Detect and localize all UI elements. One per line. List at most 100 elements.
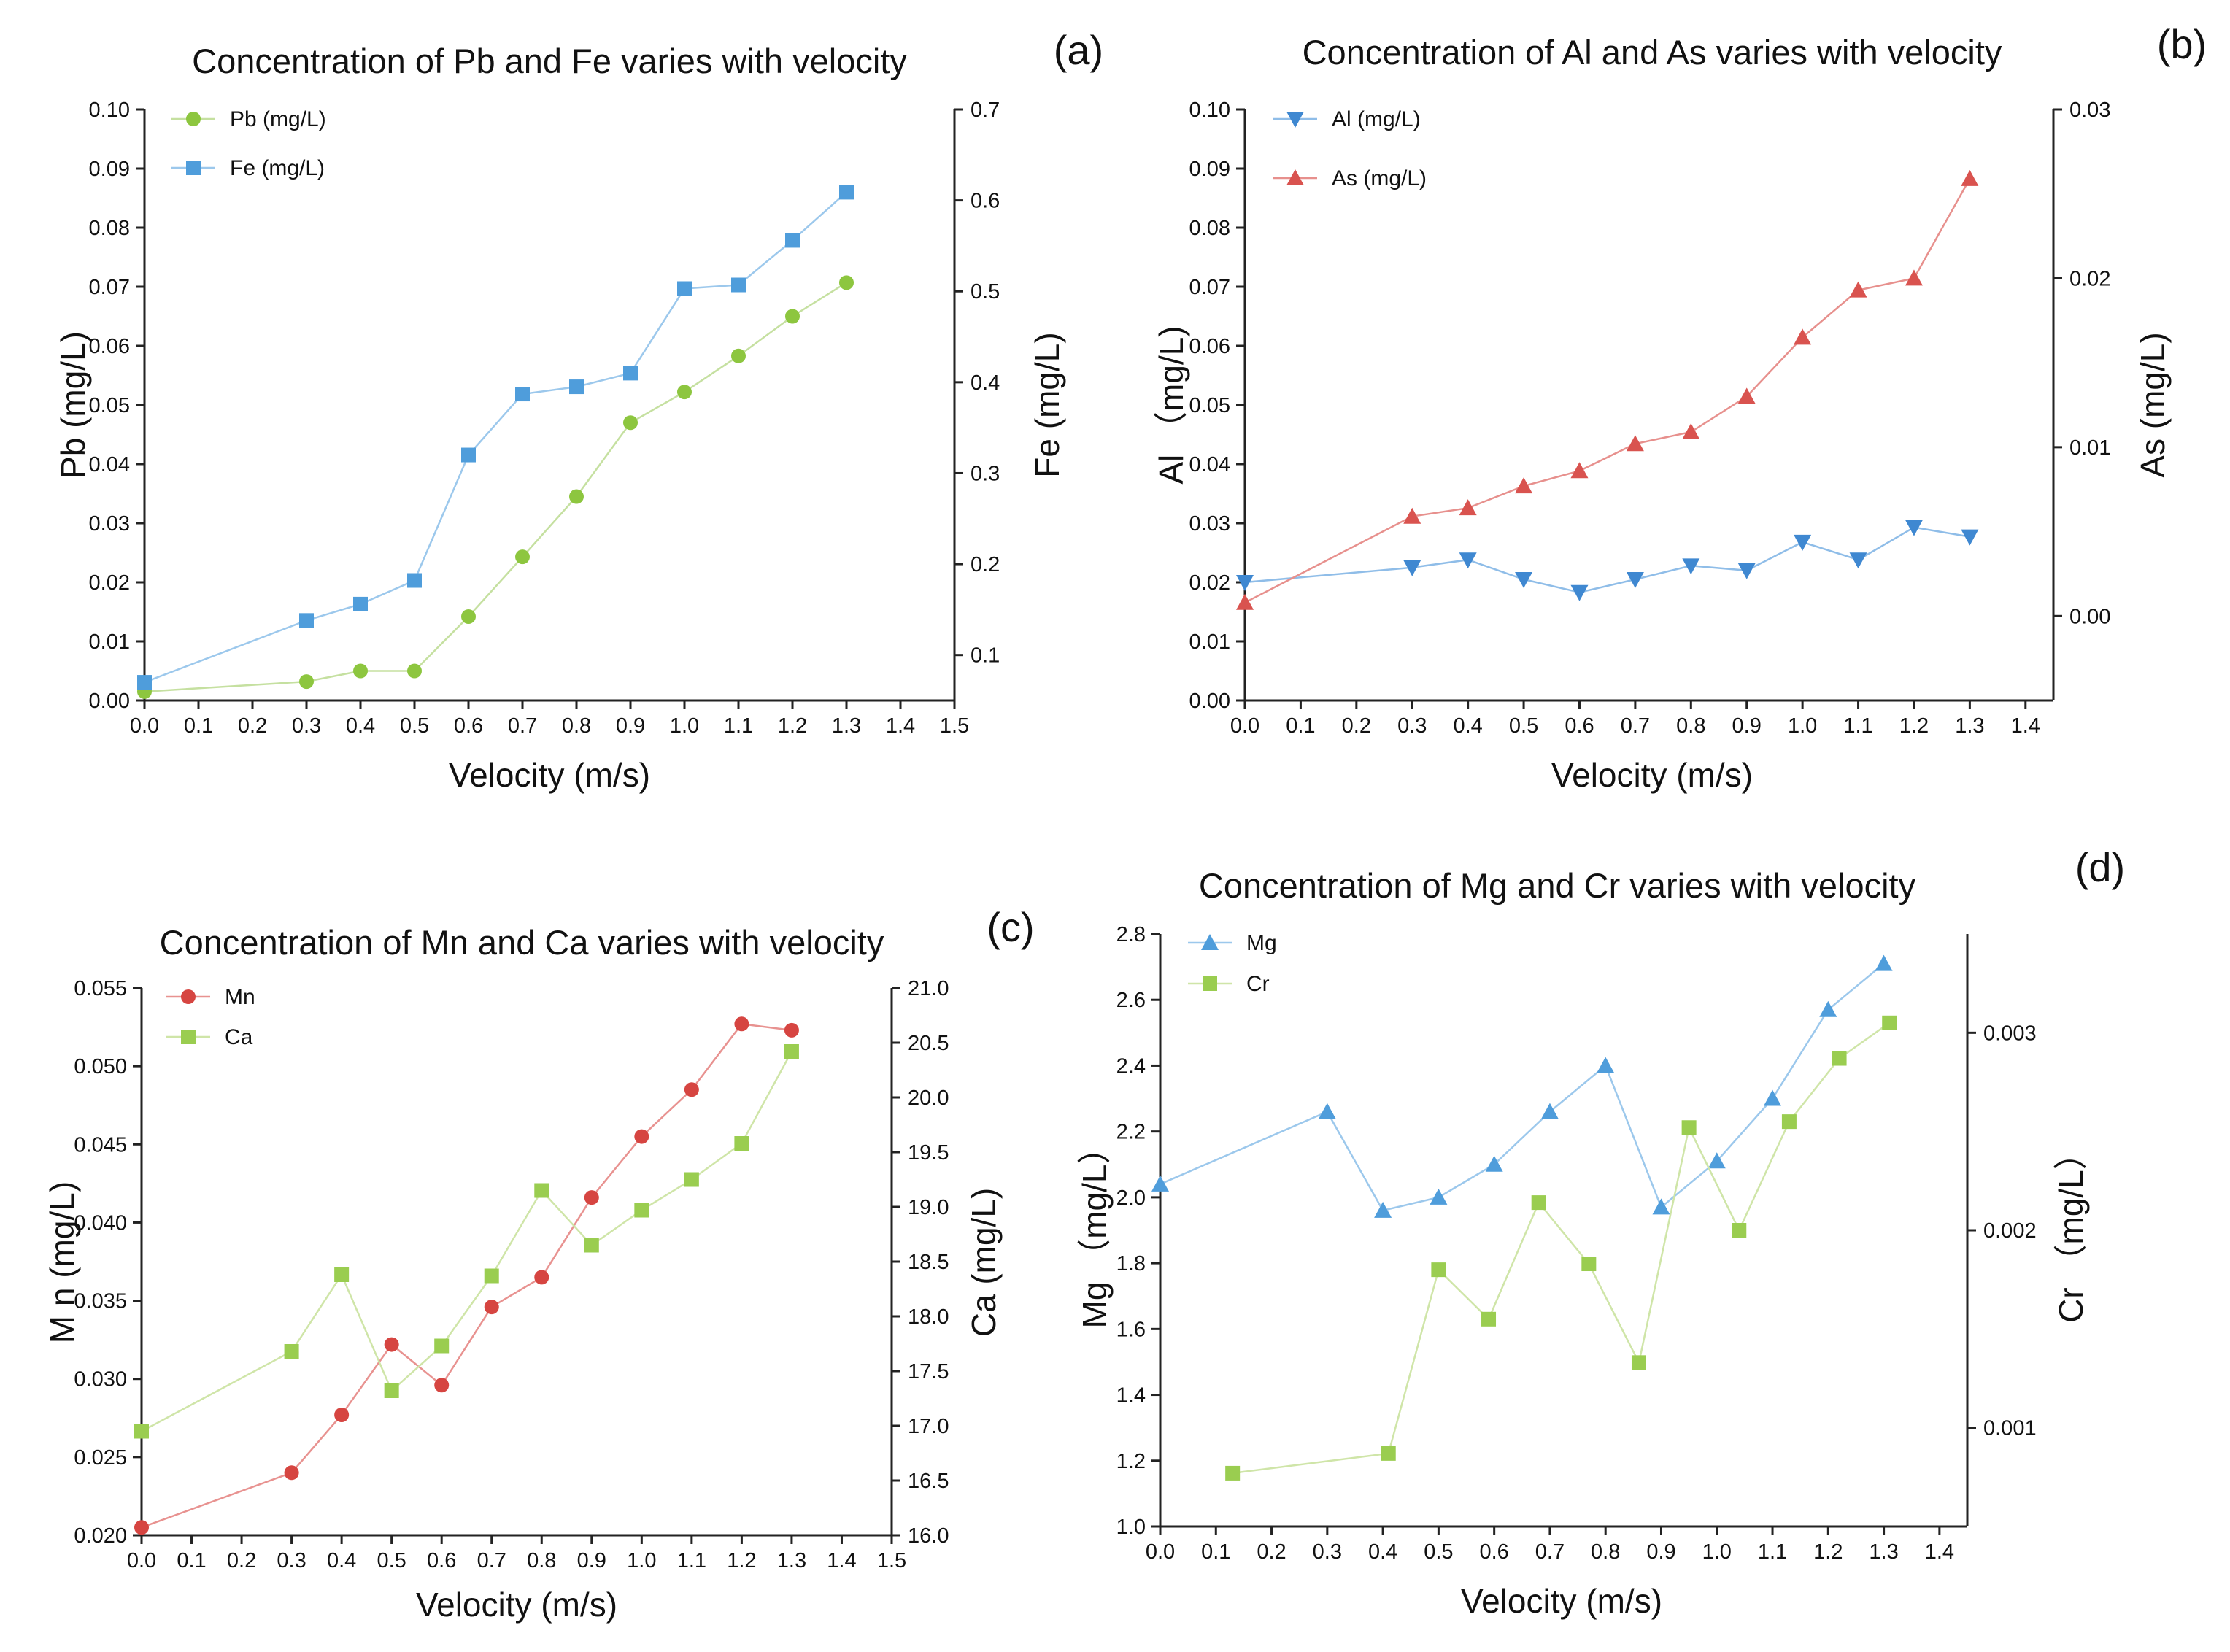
x-tick-label: 1.5 bbox=[940, 714, 969, 738]
x-tick-label: 0.4 bbox=[1453, 714, 1482, 738]
x-axis-label: Velocity (m/s) bbox=[449, 756, 650, 794]
y-axis-label: Al （mg/L) bbox=[1152, 325, 1190, 484]
data-point bbox=[784, 1044, 799, 1059]
y2-axis-label: Ca (mg/L) bbox=[965, 1188, 1003, 1337]
x-tick-label: 0.1 bbox=[184, 714, 213, 738]
data-point bbox=[1597, 1057, 1615, 1073]
data-point bbox=[1819, 1000, 1837, 1017]
y-tick-label: 0.05 bbox=[1189, 394, 1230, 417]
x-tick-label: 0.4 bbox=[327, 1549, 356, 1572]
x-tick-label: 0.6 bbox=[427, 1549, 456, 1572]
y2-tick-label: 20.0 bbox=[908, 1086, 949, 1110]
series-line bbox=[141, 1022, 792, 1529]
data-point bbox=[1708, 1152, 1726, 1169]
series-mn bbox=[134, 1016, 799, 1535]
y-tick-label: 0.10 bbox=[1189, 99, 1230, 122]
y2-tick-label: 16.0 bbox=[908, 1524, 949, 1548]
y-tick-label: 0.00 bbox=[1189, 690, 1230, 713]
legend-marker bbox=[181, 989, 196, 1004]
y-tick-label: 2.6 bbox=[1116, 989, 1146, 1012]
legend-entry: As (mg/L) bbox=[1273, 166, 1427, 190]
data-point bbox=[1849, 281, 1867, 298]
data-point bbox=[634, 1203, 649, 1218]
chart-panel-2: 0.0 0.1 0.2 0.3 0.4 0.5 0.6 0.7 0.8 0.9 1.0 1.1 1.2 1… bbox=[1152, 21, 2207, 794]
data-point bbox=[1403, 560, 1421, 576]
data-point bbox=[1781, 1114, 1797, 1130]
x-tick-label: 0.4 bbox=[1368, 1540, 1397, 1564]
y2-tick-label: 16.5 bbox=[908, 1470, 949, 1493]
x-tick-label: 1.1 bbox=[677, 1549, 706, 1572]
legend-entry: Ca bbox=[166, 1025, 253, 1049]
x-tick-label: 1.0 bbox=[627, 1549, 656, 1572]
panel-label: (b) bbox=[2157, 21, 2207, 67]
y-tick-label: 2.2 bbox=[1116, 1121, 1146, 1144]
y2-tick-label: 0.003 bbox=[1983, 1022, 2037, 1045]
y2-axis-label: Cr （mg/L） bbox=[2052, 1136, 2090, 1323]
x-axis-label: Velocity (m/s) bbox=[1461, 1582, 1662, 1620]
series-line bbox=[1160, 962, 1885, 1212]
x-tick-label: 0.5 bbox=[400, 714, 429, 738]
legend-label: Mn bbox=[225, 985, 255, 1009]
x-tick-label: 0.2 bbox=[238, 714, 267, 738]
y2-tick-label: 0.4 bbox=[971, 371, 1000, 395]
series-mg bbox=[1151, 954, 1893, 1218]
data-point bbox=[784, 1022, 799, 1038]
data-point bbox=[1374, 1201, 1392, 1218]
series-line bbox=[1244, 526, 1970, 594]
legend-label: Cr bbox=[1246, 972, 1270, 996]
data-point bbox=[569, 489, 584, 504]
data-point bbox=[134, 1520, 149, 1535]
data-point bbox=[785, 309, 800, 324]
data-point bbox=[684, 1172, 699, 1187]
x-tick-label: 0.7 bbox=[1621, 714, 1650, 738]
data-point bbox=[384, 1383, 399, 1398]
data-point bbox=[1794, 534, 1812, 551]
data-point bbox=[1481, 1311, 1497, 1327]
data-point bbox=[1681, 1120, 1697, 1135]
legend-entry: Pb (mg/L) bbox=[171, 107, 326, 131]
data-point bbox=[515, 387, 530, 402]
x-tick-label: 0.5 bbox=[377, 1549, 406, 1572]
data-point bbox=[839, 275, 854, 290]
y-tick-label: 0.08 bbox=[89, 217, 130, 240]
y2-tick-label: 0.6 bbox=[971, 190, 1000, 213]
data-point bbox=[284, 1465, 299, 1481]
data-point bbox=[1431, 1262, 1446, 1278]
chart-title: Concentration of Mn and Ca varies with v… bbox=[160, 923, 884, 962]
data-point bbox=[334, 1267, 350, 1282]
data-point bbox=[484, 1268, 499, 1284]
x-tick-label: 0.8 bbox=[1676, 714, 1705, 738]
legend-entry: Mg bbox=[1188, 931, 1277, 955]
data-point bbox=[1515, 477, 1533, 494]
y-tick-label: 2.4 bbox=[1116, 1054, 1146, 1078]
legend-label: Pb (mg/L) bbox=[230, 107, 326, 131]
y-tick-label: 0.04 bbox=[89, 453, 130, 476]
data-point bbox=[137, 675, 152, 690]
data-point bbox=[1875, 954, 1893, 971]
data-point bbox=[461, 609, 476, 624]
data-point bbox=[569, 379, 584, 395]
y-tick-label: 1.4 bbox=[1116, 1384, 1146, 1408]
y-tick-label: 1.0 bbox=[1116, 1516, 1146, 1539]
panel-label: (d) bbox=[2075, 844, 2125, 890]
legend-label: Al (mg/L) bbox=[1332, 107, 1421, 131]
y-axis-label: Pb (mg/L) bbox=[54, 331, 92, 479]
data-point bbox=[1225, 1465, 1241, 1481]
y-tick-label: 0.050 bbox=[74, 1055, 127, 1078]
y-tick-label: 0.01 bbox=[89, 630, 130, 654]
x-tick-label: 0.7 bbox=[1535, 1540, 1565, 1564]
data-point bbox=[677, 281, 692, 296]
series-al bbox=[1236, 520, 1979, 601]
x-tick-label: 1.3 bbox=[1869, 1540, 1898, 1564]
y-axis-label: Mg （mg/L） bbox=[1076, 1131, 1114, 1329]
data-point bbox=[353, 596, 368, 611]
data-point bbox=[1318, 1103, 1336, 1119]
y2-tick-label: 0.02 bbox=[2069, 267, 2110, 290]
data-point bbox=[1732, 1223, 1747, 1238]
x-tick-label: 1.1 bbox=[1758, 1540, 1787, 1564]
y-tick-label: 0.01 bbox=[1189, 630, 1230, 654]
y2-tick-label: 0.5 bbox=[971, 280, 1000, 304]
y-tick-label: 2.0 bbox=[1116, 1186, 1146, 1210]
x-tick-label: 0.9 bbox=[1646, 1540, 1675, 1564]
data-point bbox=[299, 613, 314, 628]
